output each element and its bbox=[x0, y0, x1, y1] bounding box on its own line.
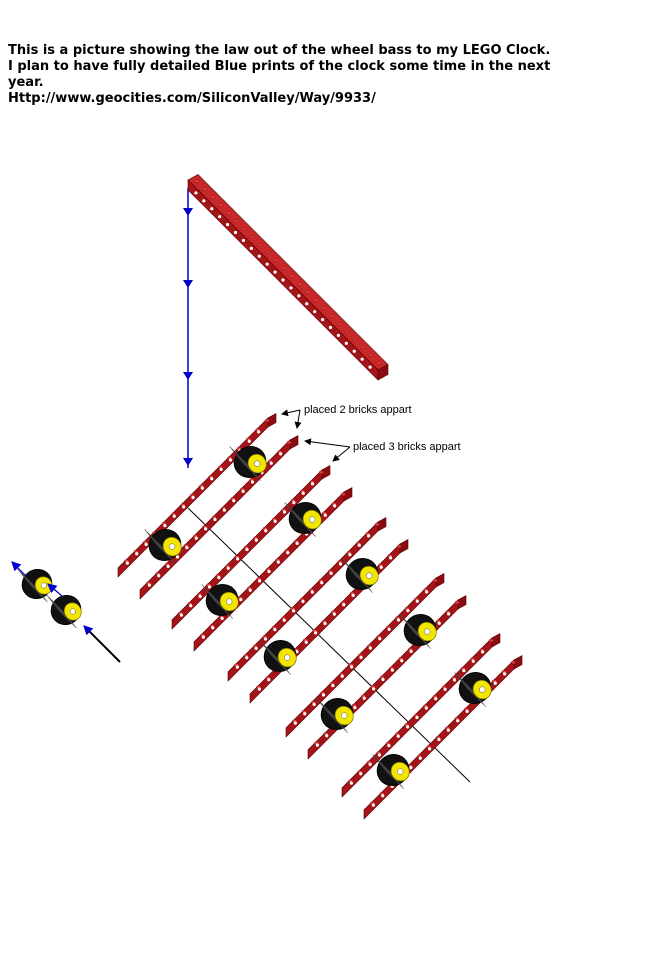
spacing-a-label: placed 2 bricks appart bbox=[304, 404, 412, 416]
wheel-10 bbox=[372, 754, 410, 789]
spacing-b-label: placed 3 bricks appart bbox=[353, 441, 461, 453]
caption-line-2: I plan to have fully detailed Blue print… bbox=[8, 59, 551, 74]
beam-1 bbox=[117, 413, 277, 578]
wheel-1 bbox=[229, 446, 267, 481]
wheel-2 bbox=[284, 502, 322, 537]
drop-arrow-2 bbox=[183, 280, 193, 288]
beam-5 bbox=[227, 517, 387, 682]
beam-7 bbox=[285, 573, 445, 738]
drop-arrow-4 bbox=[183, 458, 193, 466]
spare-wheel-2 bbox=[46, 594, 82, 629]
beam-3 bbox=[171, 465, 331, 630]
drop-arrow-3 bbox=[183, 372, 193, 380]
wheel-3 bbox=[341, 558, 379, 593]
wheel-6 bbox=[144, 529, 182, 564]
long-beam bbox=[187, 174, 389, 381]
caption: This is a picture showing the law out of… bbox=[8, 43, 608, 107]
wheel-7 bbox=[201, 584, 239, 619]
caption-line-4: Http://www.geocities.com/SiliconValley/W… bbox=[8, 91, 376, 106]
wheel-5 bbox=[454, 672, 492, 707]
caption-line-1: This is a picture showing the law out of… bbox=[8, 43, 551, 58]
spacing-a-arrow-2 bbox=[294, 409, 302, 429]
spare-wheel-1 bbox=[17, 568, 53, 603]
spacing-a-arrow-1 bbox=[281, 409, 301, 417]
drop-arrow-1 bbox=[183, 208, 193, 216]
wheels-layer bbox=[17, 446, 492, 789]
axle-guide-line bbox=[187, 507, 471, 783]
caption-line-3: year. bbox=[8, 75, 44, 90]
wheel-4 bbox=[399, 614, 437, 649]
beam-9 bbox=[341, 633, 501, 798]
beam-10 bbox=[363, 655, 523, 820]
spacing-b-arrow-1 bbox=[304, 438, 351, 448]
spare-axle bbox=[89, 631, 121, 663]
bricks-layer bbox=[117, 174, 523, 820]
wheel-8 bbox=[259, 640, 297, 675]
explode-arrow-2 bbox=[47, 583, 63, 597]
wheel-9 bbox=[316, 698, 354, 733]
spacing-b-arrow-2 bbox=[332, 446, 351, 462]
explode-arrow-1 bbox=[11, 561, 27, 577]
